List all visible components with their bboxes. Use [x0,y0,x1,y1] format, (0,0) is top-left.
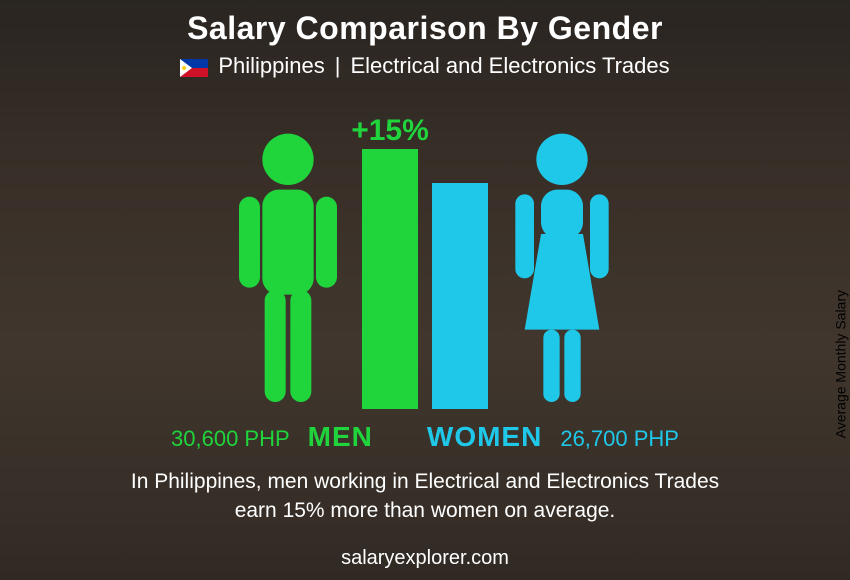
summary-line-1: In Philippines, men working in Electrica… [131,470,719,493]
summary-line-2: earn 15% more than women on average. [235,499,616,522]
men-salary: 30,600 PHP [171,426,290,452]
men-label: MEN [308,421,373,453]
infographic-container: Average Monthly Salary Salary Comparison… [0,0,850,580]
men-figure-col [228,129,348,409]
women-bar-col [432,183,488,409]
men-bar [362,149,418,409]
source-label: salaryexplorer.com [341,547,509,570]
women-bar [432,183,488,409]
men-bar-col: +15% [362,149,418,409]
summary-text: In Philippines, men working in Electrica… [131,467,719,526]
percent-label: +15% [351,114,429,148]
women-salary: 26,700 PHP [560,426,679,452]
male-figure-icon [228,129,348,409]
main-title: Salary Comparison By Gender [187,10,663,47]
female-figure-icon [502,129,622,409]
content: Salary Comparison By Gender Philippines … [0,0,850,580]
chart-area: +15% [228,99,622,409]
women-figure-col [502,129,622,409]
labels-row: 30,600 PHP MEN WOMEN 26,700 PHP [171,421,679,453]
subtitle-row: Philippines | Electrical and Electronics… [180,53,669,79]
subtitle-sep: | [335,53,341,79]
subtitle-field: Electrical and Electronics Trades [350,53,669,79]
flag-icon [180,57,208,75]
women-label: WOMEN [427,421,542,453]
subtitle-country: Philippines [218,53,324,79]
